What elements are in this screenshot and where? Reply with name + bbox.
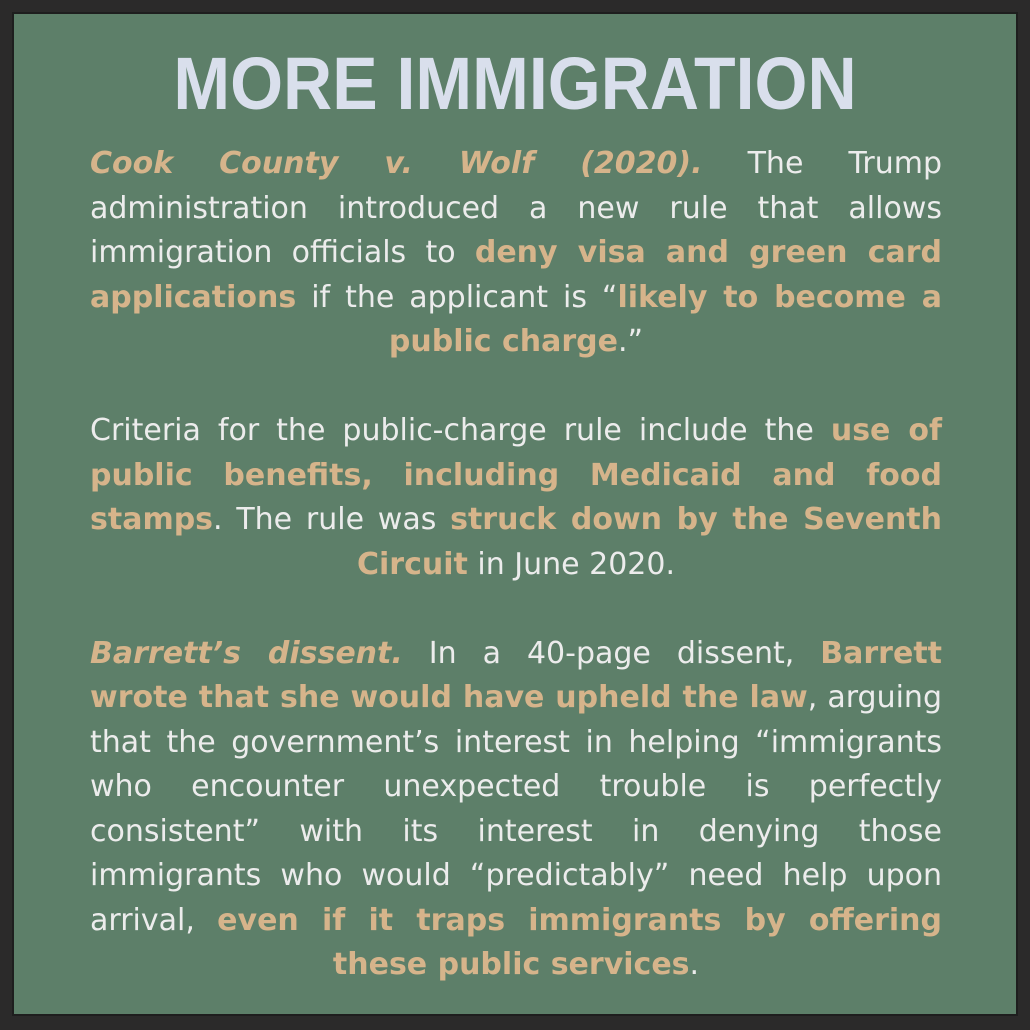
text-segment: . [689,947,700,982]
text-segment: The Trump administration introduced a ne… [90,146,943,270]
text-segment: .” [618,324,644,359]
text-segment: Criteria for the public-charge rule incl… [90,413,831,448]
text-segment: in June 2020. [467,546,676,582]
paragraph-spacer [90,365,942,410]
text-segment: . The rule was [213,502,451,537]
text-segment: if the applicant is “ [296,279,618,315]
highlight-segment: struck down by the Seventh Circuit [356,502,942,582]
body-text: Cook County v. Wolf (2020). The Trump ad… [90,142,942,988]
dissent-heading: Barrett’s dissent. [90,635,403,671]
highlight-segment: likely to become a public charge [388,279,942,360]
paragraph-barrett-dissent: Barrett’s dissent. In a 40-page dissent,… [90,632,942,988]
highlight-segment: use of public benefits, including Medica… [90,413,942,537]
paragraph-spacer [90,587,942,632]
text-segment: , arguing that the government’s interest… [90,680,942,938]
paragraph-criteria: Criteria for the public-charge rule incl… [90,409,942,587]
highlight-segment: Barrett wrote that she would have upheld… [90,635,942,716]
highlight-segment: deny visa and green card applications [90,235,942,315]
page-title: MORE IMMIGRATION [173,42,857,125]
paragraph-cook-county: Cook County v. Wolf (2020). The Trump ad… [90,142,942,365]
case-heading: Cook County v. Wolf (2020). [90,146,703,181]
highlight-segment: even if it traps immigrants by offering … [217,902,943,983]
content-card: MORE IMMIGRATION Cook County v. Wolf (20… [12,12,1018,1016]
text-segment: In a 40-page dissent, [402,635,821,671]
